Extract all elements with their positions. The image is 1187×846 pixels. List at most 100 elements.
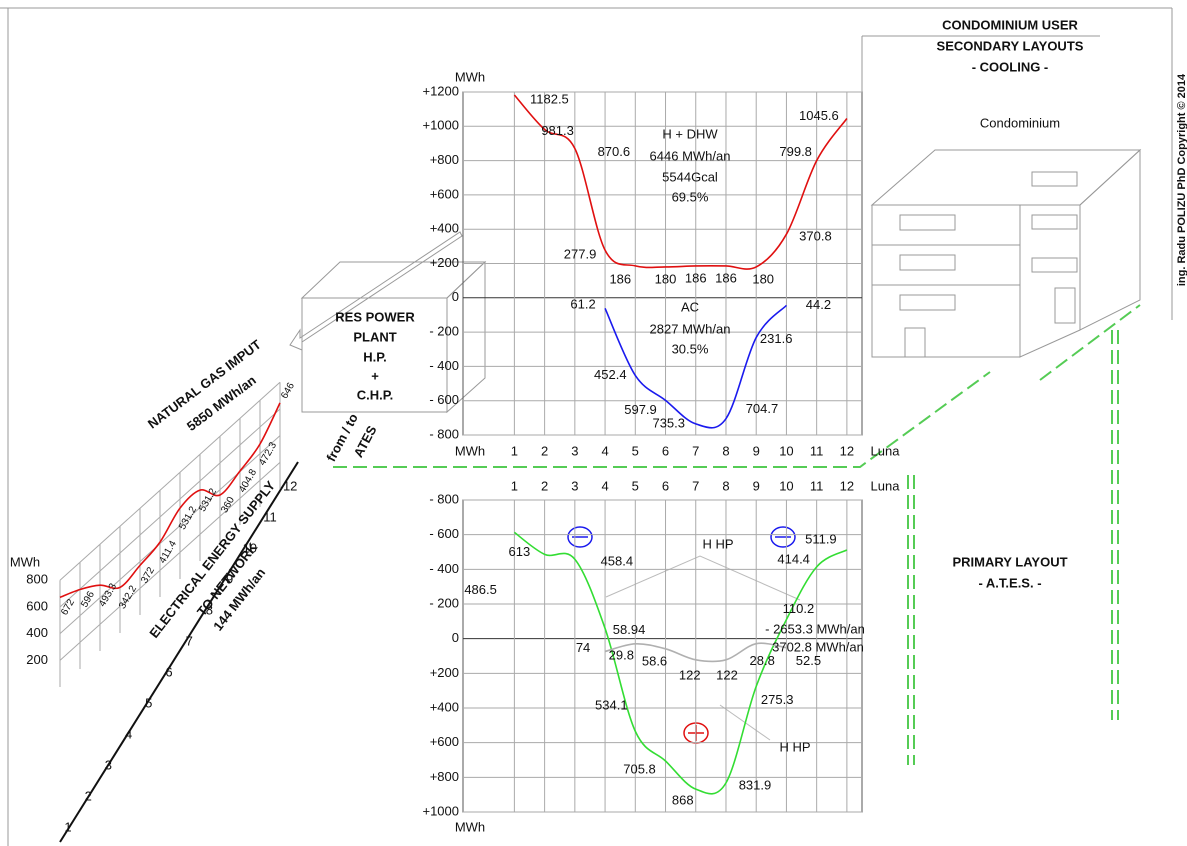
- value-label: 868: [672, 793, 694, 808]
- value-label: 28.8: [750, 653, 775, 668]
- value-label: 186: [609, 271, 631, 286]
- y-tick-label: +1200: [422, 83, 459, 98]
- annotation: 69.5%: [672, 189, 709, 204]
- user-title: SECONDARY LAYOUTS: [937, 38, 1084, 53]
- y-tick-label: +1000: [422, 803, 459, 818]
- x-tick-label: 4: [125, 726, 132, 741]
- value-label: 458.4: [601, 554, 634, 569]
- annotation: 3702.8 MWh/an: [772, 639, 864, 654]
- x-tick-label: 12: [840, 478, 854, 493]
- y-tick-label: - 600: [429, 526, 459, 541]
- annotation: 6446 MWh/an: [650, 148, 731, 163]
- y-tick-label: +600: [430, 186, 459, 201]
- x-tick-label: 4: [601, 478, 608, 493]
- x-tick-label: 3: [571, 443, 578, 458]
- user-title: - COOLING -: [972, 59, 1049, 74]
- y-tick-label: - 800: [429, 491, 459, 506]
- annotation: H HP: [779, 739, 810, 754]
- value-label: 44.2: [806, 297, 831, 312]
- value-label: 52.5: [796, 653, 821, 668]
- value-label: 122: [679, 667, 701, 682]
- annotation: 30.5%: [672, 341, 709, 356]
- y-tick-label: 200: [26, 652, 48, 667]
- y-axis-label: MWh: [455, 819, 485, 834]
- x-tick-label: 1: [511, 478, 518, 493]
- x-tick-label: 11: [810, 443, 824, 458]
- y-tick-label: +200: [430, 665, 459, 680]
- primary-title: PRIMARY LAYOUT: [952, 554, 1067, 569]
- value-label: 414.4: [777, 551, 810, 566]
- value-label: 799.8: [779, 144, 812, 159]
- plant-label: RES POWER: [335, 309, 415, 324]
- x-tick-label: 3: [105, 757, 112, 772]
- value-label: 646: [279, 381, 297, 401]
- value-label: 110.2: [783, 601, 815, 616]
- x-tick-label: 10: [243, 540, 257, 555]
- x-tick-label: 12: [840, 443, 854, 458]
- y-axis-label: MWh: [10, 554, 40, 569]
- value-label: 486.5: [464, 582, 497, 597]
- value-label: 372: [139, 565, 157, 585]
- x-tick-label: 5: [632, 478, 639, 493]
- x-tick-label: 6: [662, 478, 669, 493]
- value-label: 672: [59, 597, 77, 617]
- series-line: [604, 642, 787, 663]
- value-label: 186: [685, 270, 707, 285]
- y-tick-label: - 400: [429, 358, 459, 373]
- annotation: H HP: [702, 536, 733, 551]
- x-tick-label: 5: [632, 443, 639, 458]
- value-label: 275.3: [761, 692, 794, 707]
- y-tick-label: +1000: [422, 118, 459, 133]
- annotation: - 2653.3 MWh/an: [765, 621, 865, 636]
- value-label: 277.9: [564, 247, 597, 262]
- series-line: [513, 531, 848, 795]
- value-label: 596: [79, 589, 97, 609]
- y-tick-label: - 600: [429, 392, 459, 407]
- plant-label: +: [371, 368, 379, 383]
- value-label: 74: [576, 640, 590, 655]
- value-label: 704.7: [746, 401, 779, 416]
- green-pipes: [333, 304, 1141, 765]
- series-name: AC: [681, 299, 699, 314]
- x-tick-label: 4: [601, 443, 608, 458]
- y-tick-label: +800: [430, 152, 459, 167]
- y-tick-label: 0: [452, 630, 459, 645]
- value-label: 186: [715, 270, 737, 285]
- y-tick-label: 600: [26, 598, 48, 613]
- value-label: 1045.6: [799, 108, 839, 123]
- x-axis-label: Luna: [871, 478, 901, 493]
- grid-line: [59, 408, 281, 608]
- value-label: 180: [752, 271, 774, 286]
- x-tick-label: 9: [753, 443, 760, 458]
- y-tick-label: 0: [452, 289, 459, 304]
- y-tick-label: 400: [26, 625, 48, 640]
- value-label: 122: [716, 667, 738, 682]
- y-tick-label: - 800: [429, 426, 459, 441]
- plant-label: H.P.: [363, 349, 387, 364]
- value-label: 360: [219, 495, 237, 515]
- y-tick-label: - 200: [429, 324, 459, 339]
- frame: [0, 7, 1173, 846]
- value-label: 613: [509, 544, 531, 559]
- value-label: 735.3: [652, 415, 685, 430]
- building-label: Condominium: [980, 115, 1060, 130]
- x-tick-label: 6: [165, 664, 172, 679]
- y-axis-label: MWh: [455, 443, 485, 458]
- value-label: 870.6: [598, 144, 631, 159]
- y-tick-label: +800: [430, 769, 459, 784]
- value-label: 1182.5: [530, 91, 569, 106]
- x-tick-label: 8: [206, 602, 213, 617]
- x-tick-label: 9: [753, 478, 760, 493]
- value-label: 705.8: [623, 761, 656, 776]
- annotation: 2827 MWh/an: [650, 321, 731, 336]
- value-label: 534.1: [595, 698, 628, 713]
- annotation: 5544Gcal: [662, 169, 718, 184]
- y-tick-label: - 400: [429, 561, 459, 576]
- y-tick-label: +600: [430, 734, 459, 749]
- x-tick-label: 2: [85, 788, 92, 803]
- x-tick-label: 11: [810, 478, 824, 493]
- y-tick-label: +200: [430, 255, 459, 270]
- grid-line: [59, 381, 281, 581]
- x-tick-label: 10: [779, 478, 793, 493]
- grid-line: [59, 435, 281, 635]
